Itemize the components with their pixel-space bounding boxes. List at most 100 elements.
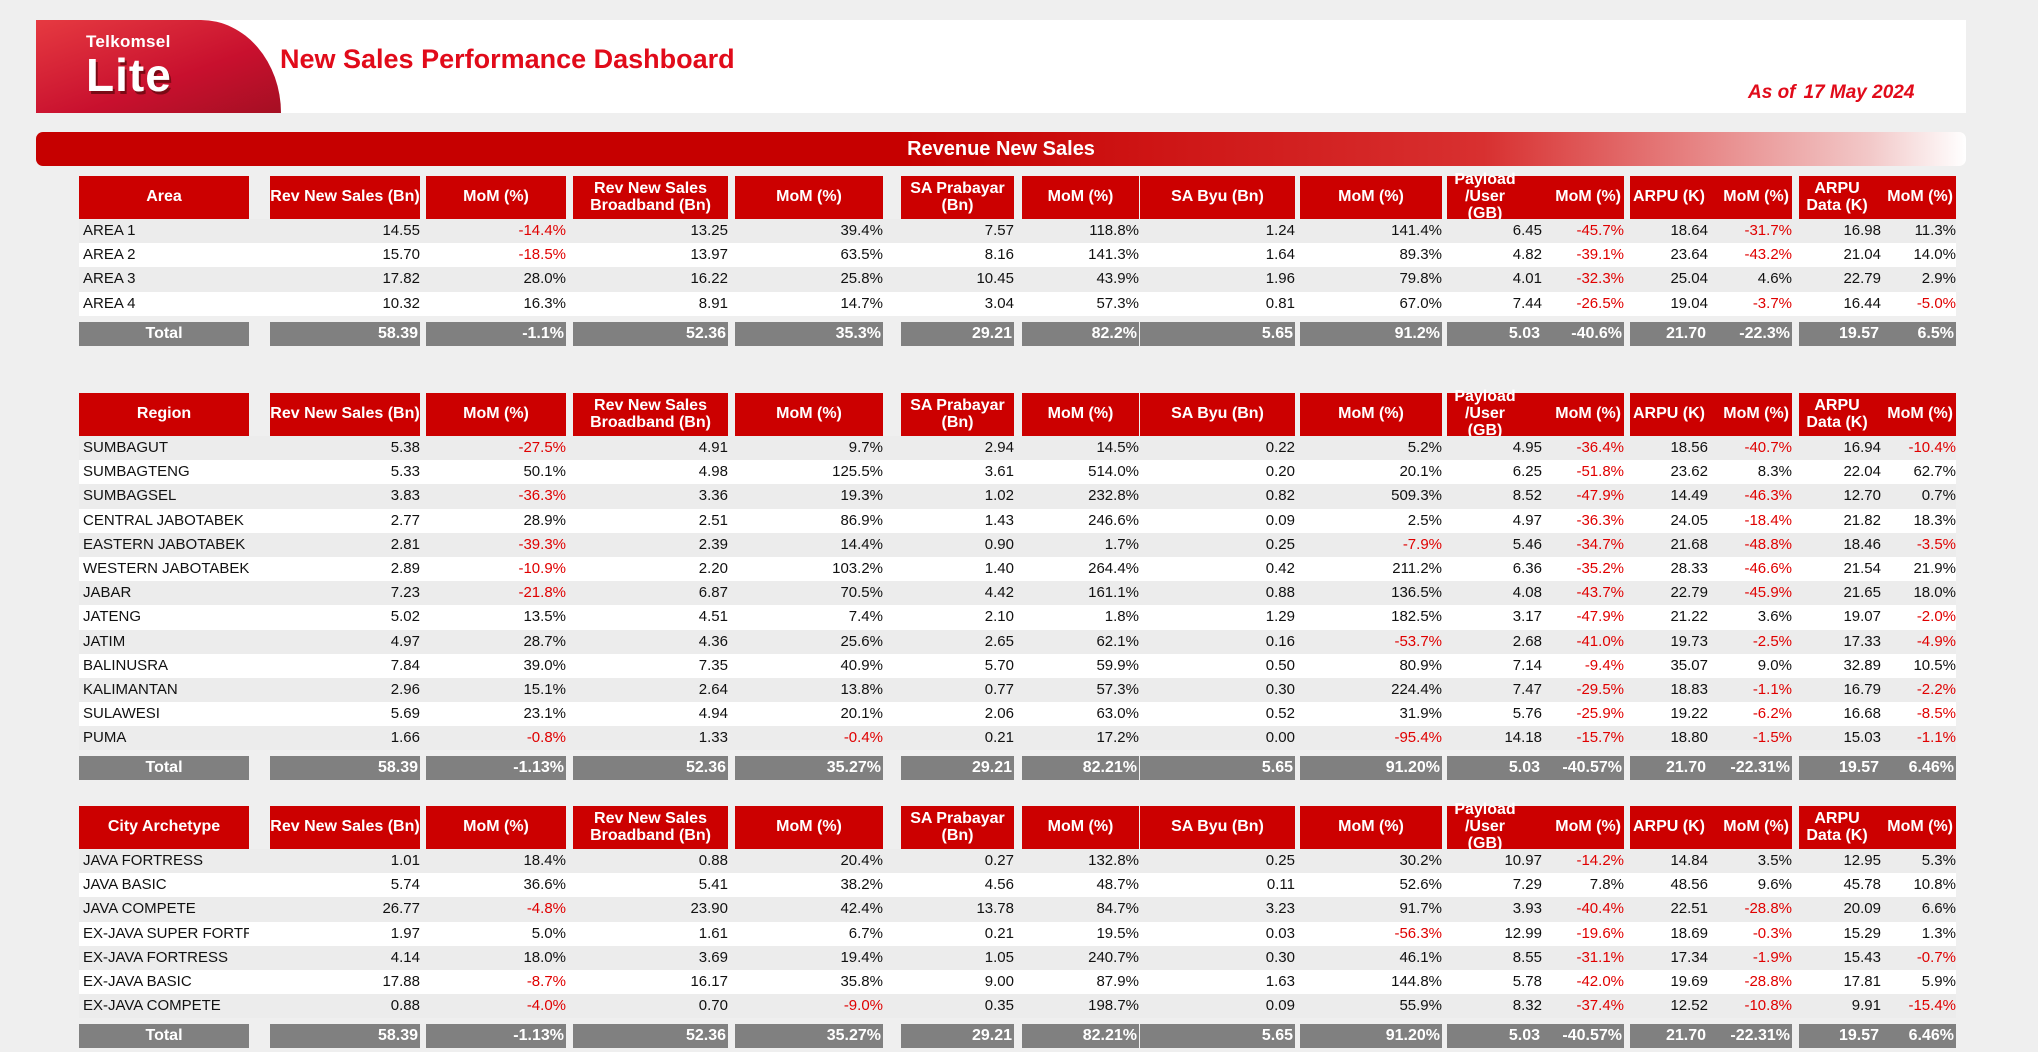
column-header: MoM (%) xyxy=(1887,405,1953,423)
table-cell: 14.18 xyxy=(1504,729,1542,747)
table-cell: -27.5% xyxy=(518,439,566,456)
table-cell: 9.7% xyxy=(848,439,883,456)
table-cell: 2.77 xyxy=(390,511,420,529)
table-cell: 6.36 xyxy=(1512,559,1542,577)
table-cell: 16.44 xyxy=(1843,294,1881,312)
table-cell: -41.0% xyxy=(1576,632,1624,650)
table-cell: 4.94 xyxy=(698,705,728,723)
table-cell: 0.21 xyxy=(984,729,1014,747)
table-cell: 0.16 xyxy=(1265,632,1295,650)
table-cell: 79.8% xyxy=(1399,270,1442,288)
table-cell: 1.63 xyxy=(1265,972,1295,990)
table-row: SULAWESI 5.69 23.1% 4.94 20.1% 2.06 63.0% 0.52 3… xyxy=(79,702,1956,727)
table-cell: 7.8% xyxy=(1589,876,1624,894)
table-cell: 20.1% xyxy=(1399,463,1442,481)
table-cell: 1.66 xyxy=(390,729,420,747)
column-header-group: ARPU Data (K) MoM (%) xyxy=(1799,176,1956,219)
table-cell: 5.74 xyxy=(390,876,420,894)
table-cell: 1.43 xyxy=(984,511,1014,529)
table-cell: 0.25 xyxy=(1265,852,1295,869)
table-cell: 28.7% xyxy=(523,632,566,650)
table-cell: 4.6% xyxy=(1757,270,1792,288)
table-cell: 32.89 xyxy=(1843,656,1881,674)
table-cell: 4.42 xyxy=(984,584,1014,602)
row-label: KALIMANTAN xyxy=(83,680,178,698)
table-cell: -2.2% xyxy=(1916,680,1956,698)
table-cell: 15.29 xyxy=(1843,924,1881,942)
table-cell: 1.8% xyxy=(1104,608,1139,626)
table-cell: -8.7% xyxy=(526,972,566,990)
table-cell: 7.4% xyxy=(848,608,883,626)
table-cell: 84.7% xyxy=(1096,900,1139,918)
table-cell: -19.6% xyxy=(1576,924,1624,942)
table-cell: 144.8% xyxy=(1391,972,1442,990)
column-header-group: ARPU (K) MoM (%) xyxy=(1630,806,1792,849)
table-cell: 25.8% xyxy=(840,270,883,288)
column-header-group: ARPU Data (K) MoM (%) xyxy=(1799,393,1956,436)
table-row: WESTERN JABOTABEK 2.89 -10.9% 2.20 103.2% 1.4… xyxy=(79,556,1956,582)
table-cell: 7.29 xyxy=(1512,876,1542,894)
table-cell: -4.8% xyxy=(526,900,566,918)
table-cell: 7.44 xyxy=(1512,294,1542,312)
table-cell: 63.5% xyxy=(840,246,883,264)
table-cell: 17.81 xyxy=(1843,972,1881,990)
column-header: SA Prabayar (Bn) xyxy=(901,806,1014,849)
table-cell: 2.5% xyxy=(1407,511,1442,529)
table-row: SUMBAGSEL 3.83 -36.3% 3.36 19.3% 1.02 232.8% 0.… xyxy=(79,484,1956,509)
table-cell: -21.8% xyxy=(518,584,566,602)
table-cell: 2.68 xyxy=(1512,632,1542,650)
table-row: EX-JAVA COMPETE 0.88 -4.0% 0.70 -9.0% 0.35 198… xyxy=(79,994,1956,1019)
table-cell: 2.51 xyxy=(698,511,728,529)
row-label: JABAR xyxy=(83,584,132,602)
table-row: PUMA 1.66 -0.8% 1.33 -0.4% 0.21 17.2% 0.00 -95.4… xyxy=(79,726,1956,751)
table-cell: 0.11 xyxy=(1266,876,1295,894)
table-cell: 18.0% xyxy=(523,948,566,966)
table-cell: -3.7% xyxy=(1752,294,1792,312)
total-cell: 21.70 xyxy=(1630,1024,1708,1049)
table-cell: -0.8% xyxy=(526,729,566,747)
table-cell: 125.5% xyxy=(832,463,883,481)
table-cell: 18.3% xyxy=(1913,511,1956,529)
table-cell: 43.9% xyxy=(1096,270,1139,288)
row-label: JATIM xyxy=(83,632,126,650)
total-cell: 52.36 xyxy=(573,756,728,781)
total-cell: 58.39 xyxy=(270,1024,420,1049)
column-header: Payload /User (GB) xyxy=(1454,801,1516,852)
table-cell: 20.09 xyxy=(1843,900,1881,918)
table-cell: -10.9% xyxy=(518,559,566,577)
table-cell: 19.4% xyxy=(840,948,883,966)
table-cell: 16.17 xyxy=(690,972,728,990)
table-cell: -39.1% xyxy=(1576,246,1624,264)
table-cell: 19.04 xyxy=(1670,294,1708,312)
table-cell: 4.97 xyxy=(390,632,420,650)
table-cell: 0.90 xyxy=(984,535,1014,553)
as-of-date: As of 17 May 2024 xyxy=(1748,82,1914,104)
table-cell: 1.40 xyxy=(984,559,1014,577)
table-cell: -2.0% xyxy=(1916,608,1956,626)
table-cell: 20.1% xyxy=(840,705,883,723)
table-cell: 39.4% xyxy=(840,222,883,239)
table-row: KALIMANTAN 2.96 15.1% 2.64 13.8% 0.77 57.3% 0.3… xyxy=(79,677,1956,703)
column-header: MoM (%) xyxy=(735,393,883,436)
table-cell: 17.82 xyxy=(382,270,420,288)
table-cell: 118.8% xyxy=(1089,222,1139,239)
total-cell: 29.21 xyxy=(901,1024,1014,1049)
table-row: AREA 3 17.82 28.0% 16.22 25.8% 10.45 43.9% 1.96… xyxy=(79,267,1956,292)
total-row: Total 58.39 -1.13% 52.36 35.27% 29.21 82.21% 5.… xyxy=(79,756,1956,781)
column-header: SA Prabayar (Bn) xyxy=(901,176,1014,219)
table-cell: 21.82 xyxy=(1843,511,1881,529)
total-cell: 19.57 xyxy=(1799,321,1881,346)
row-label: CENTRAL JABOTABEK xyxy=(83,511,244,529)
table-cell: 13.78 xyxy=(976,900,1014,918)
table-cell: -40.4% xyxy=(1576,900,1624,918)
total-cell: 58.39 xyxy=(270,321,420,346)
row-label: WESTERN JABOTABEK xyxy=(83,559,249,577)
table-cell: 0.30 xyxy=(1265,680,1295,698)
table-cell: 89.3% xyxy=(1399,246,1442,264)
table-cell: -1.1% xyxy=(1916,729,1956,747)
table-cell: 0.52 xyxy=(1265,705,1295,723)
column-header: MoM (%) xyxy=(426,806,566,849)
table-cell: 13.5% xyxy=(523,608,566,626)
table-cell: 10.97 xyxy=(1504,852,1542,869)
column-header: Rev New Sales (Bn) xyxy=(270,393,420,436)
